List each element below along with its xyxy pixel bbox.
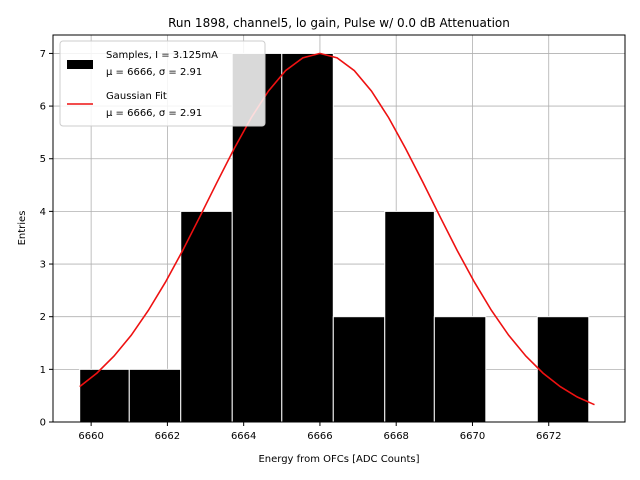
histogram-bar bbox=[180, 210, 233, 423]
histogram-bar bbox=[281, 52, 334, 423]
x-tick-label: 6664 bbox=[231, 431, 256, 442]
y-tick-label: 5 bbox=[40, 154, 46, 165]
y-tick-label: 3 bbox=[40, 260, 46, 271]
x-tick-label: 6670 bbox=[460, 431, 485, 442]
legend: Samples, I = 3.125mA μ = 6666, σ = 2.91 … bbox=[59, 40, 266, 127]
legend-box bbox=[59, 40, 266, 127]
legend-histogram-stats: μ = 6666, σ = 2.91 bbox=[106, 67, 202, 78]
x-tick-label: 6666 bbox=[307, 431, 332, 442]
x-tick-label: 6662 bbox=[155, 431, 180, 442]
x-tick-label: 6660 bbox=[78, 431, 103, 442]
chart-title: Run 1898, channel5, lo gain, Pulse w/ 0.… bbox=[168, 16, 510, 30]
histogram-bar bbox=[128, 368, 182, 423]
legend-histogram-swatch bbox=[67, 60, 93, 69]
y-tick-label: 6 bbox=[40, 102, 46, 113]
histogram-bar bbox=[384, 210, 435, 423]
legend-histogram-label: Samples, I = 3.125mA bbox=[106, 50, 218, 61]
plot-frame bbox=[52, 34, 626, 423]
x-axis-ticks: 6660 6662 6664 6666 6668 6670 6672 bbox=[78, 422, 561, 442]
x-axis-label: Energy from OFCs [ADC Counts] bbox=[258, 454, 419, 465]
y-tick-label: 1 bbox=[40, 365, 46, 376]
x-tick-label: 6668 bbox=[383, 431, 408, 442]
y-axis-ticks: 0 1 2 3 4 5 6 7 bbox=[40, 49, 53, 429]
legend-fit-label: Gaussian Fit bbox=[106, 91, 167, 102]
y-tick-label: 7 bbox=[40, 49, 46, 60]
y-tick-label: 4 bbox=[40, 207, 46, 218]
histogram-bar bbox=[79, 368, 130, 423]
histogram-bar bbox=[332, 316, 386, 423]
y-axis-label: Entries bbox=[17, 211, 28, 246]
x-tick-label: 6672 bbox=[536, 431, 561, 442]
histogram-bar bbox=[536, 316, 590, 423]
y-tick-label: 0 bbox=[40, 418, 46, 429]
y-tick-label: 2 bbox=[40, 312, 46, 323]
histogram-bars bbox=[79, 52, 590, 423]
histogram-bar bbox=[433, 316, 487, 423]
gaussian-fit-line bbox=[79, 52, 595, 406]
legend-fit-stats: μ = 6666, σ = 2.91 bbox=[106, 108, 202, 119]
